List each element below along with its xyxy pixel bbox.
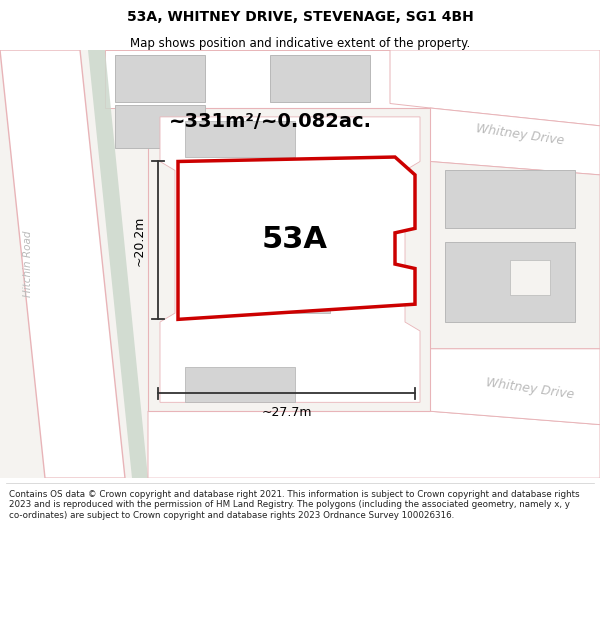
FancyBboxPatch shape: [115, 105, 205, 148]
FancyBboxPatch shape: [185, 121, 295, 157]
Text: ~331m²/~0.082ac.: ~331m²/~0.082ac.: [169, 112, 371, 131]
Text: ~27.7m: ~27.7m: [261, 406, 312, 419]
Polygon shape: [430, 161, 600, 349]
Text: 53A: 53A: [262, 224, 328, 254]
FancyBboxPatch shape: [115, 56, 205, 102]
Polygon shape: [148, 108, 430, 411]
Polygon shape: [160, 117, 420, 402]
Polygon shape: [148, 411, 600, 478]
Polygon shape: [430, 349, 600, 424]
Polygon shape: [430, 108, 600, 175]
FancyBboxPatch shape: [270, 56, 370, 102]
FancyBboxPatch shape: [210, 175, 330, 313]
Text: Hitchin Road: Hitchin Road: [23, 231, 33, 298]
FancyBboxPatch shape: [445, 171, 575, 228]
Polygon shape: [178, 157, 415, 319]
Text: ~20.2m: ~20.2m: [133, 215, 146, 266]
Text: Contains OS data © Crown copyright and database right 2021. This information is : Contains OS data © Crown copyright and d…: [9, 490, 580, 519]
Polygon shape: [0, 50, 125, 478]
FancyBboxPatch shape: [445, 242, 575, 322]
Polygon shape: [390, 50, 600, 126]
Polygon shape: [88, 50, 148, 478]
Text: 53A, WHITNEY DRIVE, STEVENAGE, SG1 4BH: 53A, WHITNEY DRIVE, STEVENAGE, SG1 4BH: [127, 10, 473, 24]
Text: Whitney Drive: Whitney Drive: [475, 122, 565, 148]
Text: Map shows position and indicative extent of the property.: Map shows position and indicative extent…: [130, 38, 470, 51]
FancyBboxPatch shape: [510, 259, 550, 295]
Text: Whitney Drive: Whitney Drive: [485, 376, 575, 401]
Polygon shape: [105, 50, 600, 108]
FancyBboxPatch shape: [185, 367, 295, 402]
